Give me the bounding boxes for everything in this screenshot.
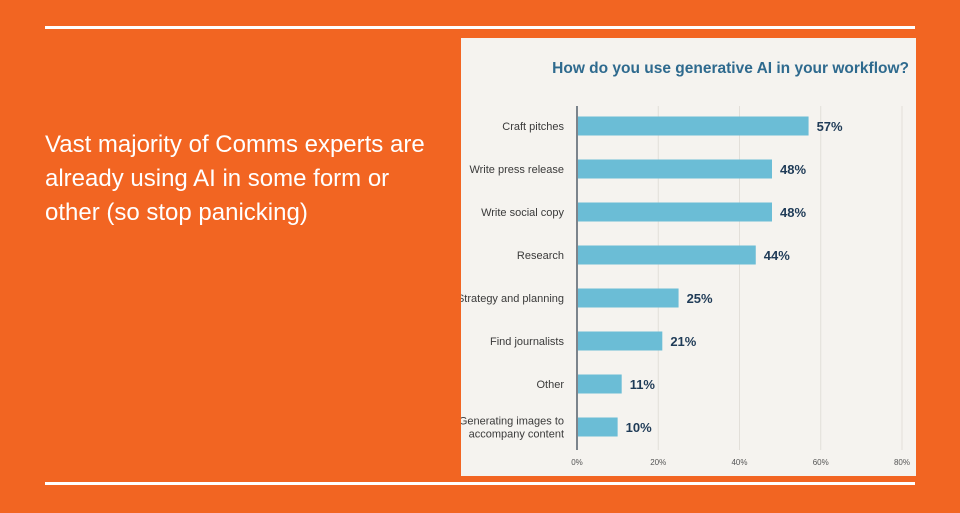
value-label: 44% [764,248,790,263]
bar [578,374,622,394]
chart-panel: How do you use generative AI in your wor… [461,38,916,476]
category-label: Research [517,250,564,262]
x-tick-label: 20% [650,458,666,467]
bar [578,159,772,179]
value-label: 11% [630,377,656,392]
category-label: Other [536,379,564,391]
category-label: Generating images to accompany content [461,416,564,441]
bar [578,202,772,222]
value-label: 10% [626,420,652,435]
category-label: Find journalists [490,336,564,348]
value-label: 57% [817,119,843,134]
category-label: Strategy and planning [461,293,564,305]
x-tick-label: 40% [731,458,747,467]
value-label: 21% [670,334,696,349]
bar [578,116,809,136]
value-label: 25% [687,291,713,306]
bottom-divider [45,482,915,485]
top-divider [45,26,915,29]
x-tick-label: 0% [571,458,583,467]
x-tick-label: 60% [813,458,829,467]
chart-title: How do you use generative AI in your wor… [552,60,909,77]
slide-headline: Vast majority of Comms experts are alrea… [45,131,425,226]
bar [578,331,663,351]
x-tick-label: 80% [894,458,910,467]
value-label: 48% [780,162,806,177]
bar [578,245,756,265]
value-label: 48% [780,205,806,220]
bar [578,417,618,437]
category-label: Write press release [469,164,564,176]
bar [578,288,679,308]
bar-chart: 0% 20% 40% 60% 80% Craft pitches 57% Write pres… [461,106,910,467]
category-label: Write social copy [481,207,564,219]
category-label: Craft pitches [502,121,564,133]
